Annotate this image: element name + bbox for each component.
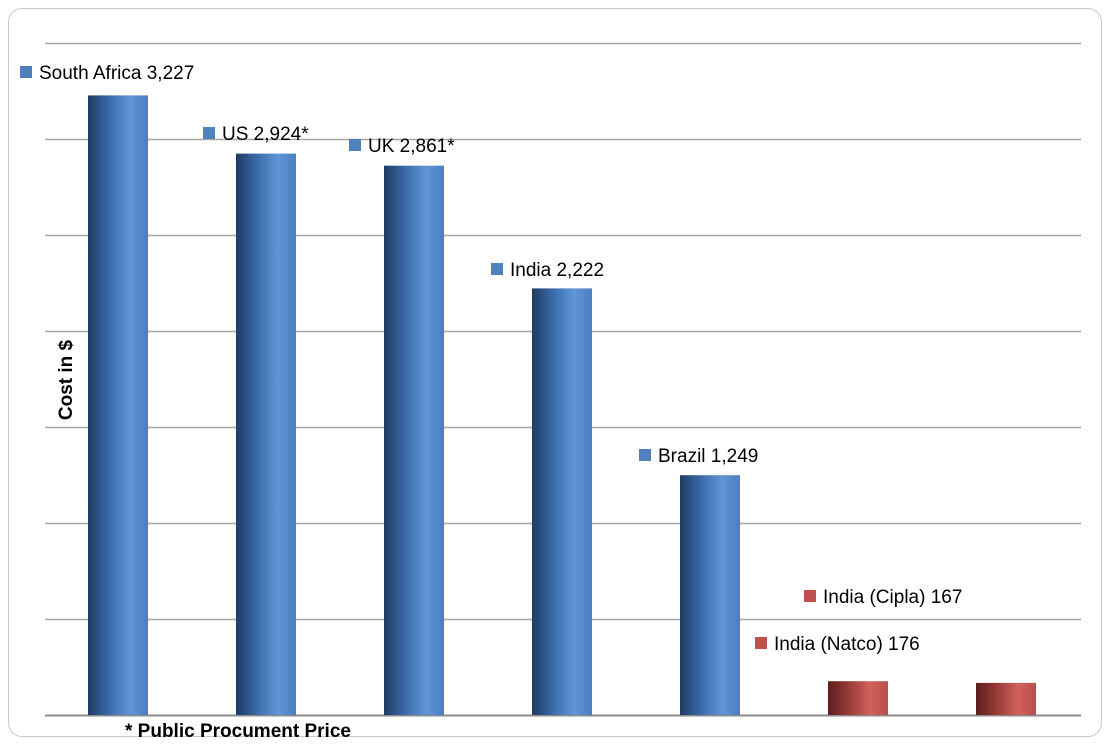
data-label: India (Natco) 176 [755,634,920,655]
data-label-marker [349,139,361,151]
data-label: US 2,924* [203,124,309,145]
data-label-marker [20,66,32,78]
data-label-text: UK 2,861* [368,136,455,157]
bar-india-natco [828,681,888,715]
data-label-marker [491,263,503,275]
footnote: * Public Procument Price [125,721,351,742]
bar-india [532,288,592,715]
bar-india-cipla [976,682,1036,715]
data-label-text: US 2,924* [222,124,309,145]
data-label: Brazil 1,249 [639,446,758,467]
data-label-marker [203,127,215,139]
data-label-marker [804,590,816,602]
data-label-text: India (Cipla) 167 [823,587,962,608]
bar-us [236,153,296,716]
data-label: South Africa 3,227 [20,63,194,84]
data-label-text: India (Natco) 176 [774,634,920,655]
data-label-marker [755,637,767,649]
bars [88,95,1036,716]
data-label: UK 2,861* [349,136,455,157]
data-label: India 2,222 [491,260,604,281]
y-axis-label: Cost in $ [56,339,77,420]
bar-south-africa [88,95,148,715]
data-label-marker [639,449,651,461]
data-labels: South Africa 3,227 US 2,924* UK 2,861* Indi… [20,63,962,655]
data-label: India (Cipla) 167 [804,587,962,608]
data-label-text: Brazil 1,249 [658,446,758,467]
bar-uk [384,165,444,715]
bar-brazil [680,475,740,715]
data-label-text: India 2,222 [510,260,604,281]
data-label-text: South Africa 3,227 [39,63,194,84]
